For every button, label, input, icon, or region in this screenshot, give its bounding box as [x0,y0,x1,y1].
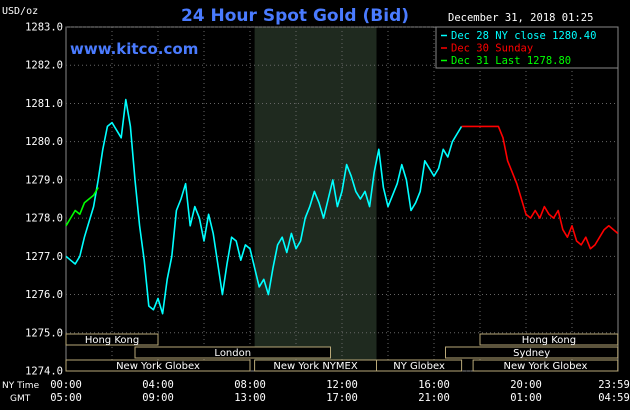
x-tick-label-gmt: 05:00 [50,392,82,404]
y-tick-label: 1280.0 [25,136,63,148]
x-tick-label-gmt: 09:00 [142,392,174,404]
gmt-label: GMT [10,394,31,404]
y-tick-label: 1278.0 [25,213,63,225]
x-tick-label-gmt: 01:00 [510,392,542,404]
legend-entry: Dec 28 NY close 1280.40 [451,30,596,42]
session-bar [445,346,619,359]
y-tick-label: 1274.0 [25,366,63,378]
legend-box [435,26,619,69]
y-tick-label: 1275.0 [25,327,63,339]
series-line-0 [65,98,463,315]
session-label: NY Globex [393,361,445,372]
x-tick-label-ny: 20:00 [510,379,542,391]
ny-time-label: NY Time [2,381,40,391]
session-bar [65,333,159,346]
y-tick-label: 1281.0 [25,98,63,110]
timestamp: December 31, 2018 01:25 [448,12,593,24]
session-label: New York NYMEX [273,361,358,372]
x-tick-label-ny: 04:00 [142,379,174,391]
x-tick-label-ny: 16:00 [418,379,450,391]
x-tick-label-ny: 00:00 [50,379,82,391]
x-tick-label-ny: 08:00 [234,379,266,391]
chart-title: 24 Hour Spot Gold (Bid) [181,6,409,26]
y-tick-label: 1283.0 [25,22,63,34]
session-bar [65,359,251,372]
session-label: New York Globex [116,361,200,372]
y-axis-unit-label: USD/oz [2,6,38,17]
x-tick-label-gmt: 21:00 [418,392,450,404]
legend-entry: Dec 31 Last 1278.80 [451,55,571,67]
session-label: Hong Kong [522,335,576,346]
session-bar [134,346,331,359]
session-label: London [214,348,251,359]
series-line-1 [461,125,619,250]
y-tick-label: 1277.0 [25,251,63,263]
legend-entry: Dec 30 Sunday [451,43,533,55]
session-bar [376,359,463,372]
x-tick-label-ny: 23:59 [598,379,630,391]
y-tick-label: 1282.0 [25,60,63,72]
x-tick-label-gmt: 13:00 [234,392,266,404]
session-label: Hong Kong [85,335,139,346]
session-bar [479,333,619,346]
session-label: New York Globex [504,361,588,372]
series-line-2 [65,187,99,227]
website-watermark: www.kitco.com [70,40,198,58]
x-tick-label-gmt: 04:59 [598,392,630,404]
y-tick-label: 1279.0 [25,174,63,186]
y-tick-label: 1276.0 [25,289,63,301]
session-bar [472,359,619,372]
x-tick-label-gmt: 17:00 [326,392,358,404]
session-label: Sydney [513,348,550,359]
x-tick-label-ny: 12:00 [326,379,358,391]
nymex-highlight-band [254,27,377,371]
